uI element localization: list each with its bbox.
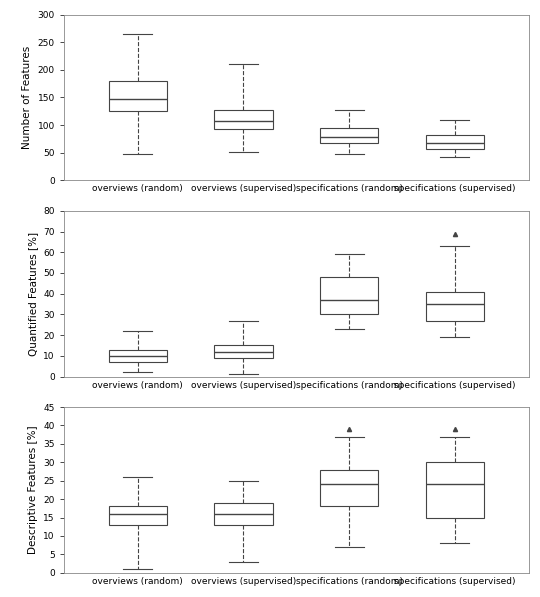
PathPatch shape [214, 503, 273, 525]
PathPatch shape [426, 135, 484, 149]
PathPatch shape [426, 291, 484, 321]
PathPatch shape [426, 462, 484, 518]
PathPatch shape [109, 81, 167, 111]
PathPatch shape [109, 350, 167, 362]
PathPatch shape [320, 470, 378, 506]
PathPatch shape [320, 277, 378, 315]
PathPatch shape [109, 506, 167, 525]
Y-axis label: Descriptive Features [%]: Descriptive Features [%] [28, 426, 38, 554]
Y-axis label: Quantified Features [%]: Quantified Features [%] [28, 232, 38, 356]
Y-axis label: Number of Features: Number of Features [22, 46, 32, 149]
PathPatch shape [214, 110, 273, 130]
PathPatch shape [214, 346, 273, 358]
PathPatch shape [320, 128, 378, 143]
